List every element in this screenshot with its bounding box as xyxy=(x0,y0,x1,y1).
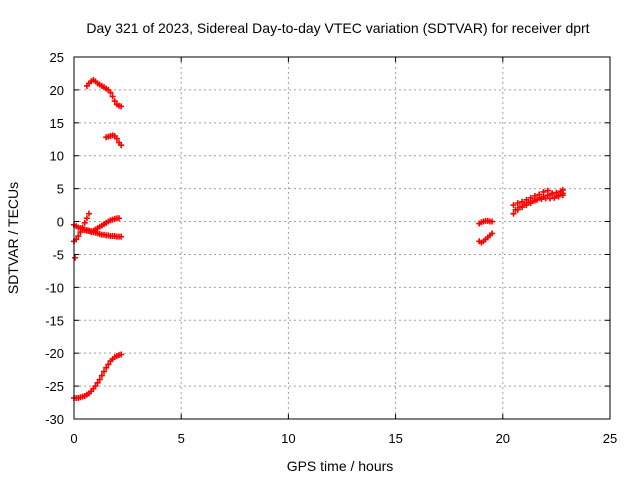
data-point xyxy=(489,230,496,237)
data-point xyxy=(109,93,116,100)
x-tick-label: 0 xyxy=(70,431,77,446)
y-tick-label: 20 xyxy=(50,83,64,98)
data-point xyxy=(559,192,566,199)
y-tick-label: 15 xyxy=(50,116,64,131)
data-point xyxy=(92,383,99,390)
y-tick-label: -15 xyxy=(45,313,64,328)
y-tick-label: 10 xyxy=(50,149,64,164)
data-point xyxy=(75,233,82,240)
data-point xyxy=(72,254,79,261)
data-point xyxy=(94,379,101,386)
data-point xyxy=(551,194,558,201)
data-points xyxy=(71,77,566,401)
series-arc-flat-lower xyxy=(81,226,125,240)
data-point xyxy=(81,219,88,226)
data-point xyxy=(521,201,528,208)
data-point xyxy=(83,215,90,222)
data-point xyxy=(101,368,108,375)
data-point xyxy=(531,192,538,199)
y-axis-label: SDTVAR / TECUs xyxy=(5,182,21,294)
y-tick-label: -25 xyxy=(45,379,64,394)
series-arc-flat-upper xyxy=(88,215,123,236)
series-arc-bottom xyxy=(71,351,125,401)
data-point xyxy=(512,206,519,213)
y-tick-label: 25 xyxy=(50,50,64,65)
y-tick-label: -10 xyxy=(45,280,64,295)
data-point xyxy=(510,210,517,217)
data-point xyxy=(118,233,125,240)
data-point xyxy=(536,191,543,198)
grid-layer xyxy=(74,57,610,419)
data-point xyxy=(105,361,112,368)
y-tick-label: -20 xyxy=(45,346,64,361)
x-axis-label: GPS time / hours xyxy=(287,458,394,474)
data-point xyxy=(540,188,547,195)
data-point xyxy=(118,351,125,358)
data-point xyxy=(116,215,123,222)
y-tick-label: 5 xyxy=(57,182,64,197)
data-point xyxy=(98,372,105,379)
data-point xyxy=(516,204,523,211)
chart-title: Day 321 of 2023, Sidereal Day-to-day VTE… xyxy=(86,20,589,36)
x-tick-label: 15 xyxy=(388,431,402,446)
series-arc-top xyxy=(83,77,125,110)
data-point xyxy=(107,89,114,96)
data-point xyxy=(103,364,110,371)
data-point xyxy=(489,218,496,225)
series-arc-outlier xyxy=(72,254,79,261)
x-tick-label: 10 xyxy=(281,431,295,446)
series-arc-20-23-a xyxy=(510,186,566,217)
data-point xyxy=(86,210,93,217)
data-point xyxy=(544,187,551,194)
data-point xyxy=(529,198,536,205)
y-tick-label: -30 xyxy=(45,412,64,427)
series-arc-20-23-c xyxy=(512,192,566,213)
y-tick-label: 0 xyxy=(57,215,64,230)
plot-frame xyxy=(73,56,611,420)
x-tick-label: 25 xyxy=(603,431,617,446)
data-point xyxy=(527,194,534,201)
tick-layer: 0 5 10 15 20 25 -30 -25 -20 -15 -10 -5 0 5 10 15 20 25 xyxy=(45,50,617,446)
data-point xyxy=(111,98,118,105)
data-point xyxy=(514,200,521,207)
data-point xyxy=(555,193,562,200)
series-arc-13 xyxy=(103,132,125,149)
y-tick-label: -5 xyxy=(52,247,64,262)
x-tick-label: 5 xyxy=(178,431,185,446)
data-point xyxy=(118,142,125,149)
data-point xyxy=(549,190,556,197)
data-point xyxy=(118,103,125,110)
series-arc-19-20 xyxy=(476,217,496,246)
data-point xyxy=(525,199,532,206)
data-point xyxy=(96,376,103,383)
x-tick-label: 20 xyxy=(496,431,510,446)
data-point xyxy=(113,135,120,142)
data-point xyxy=(510,202,517,209)
